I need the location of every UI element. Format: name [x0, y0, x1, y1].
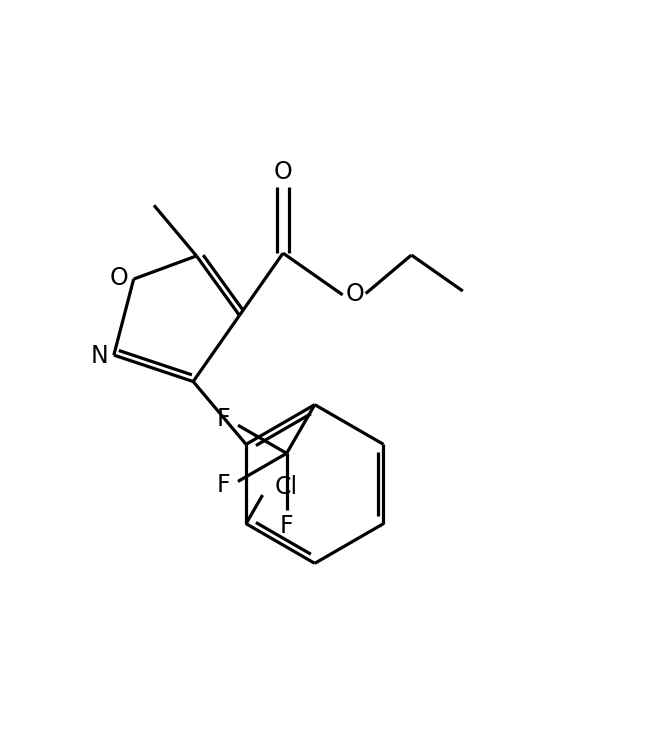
Text: F: F	[216, 473, 230, 496]
Text: O: O	[110, 266, 129, 290]
Text: F: F	[216, 407, 230, 431]
Text: N: N	[90, 345, 108, 369]
Text: O: O	[345, 282, 364, 306]
Text: Cl: Cl	[274, 475, 297, 499]
Text: F: F	[280, 514, 293, 538]
Text: O: O	[274, 161, 292, 185]
